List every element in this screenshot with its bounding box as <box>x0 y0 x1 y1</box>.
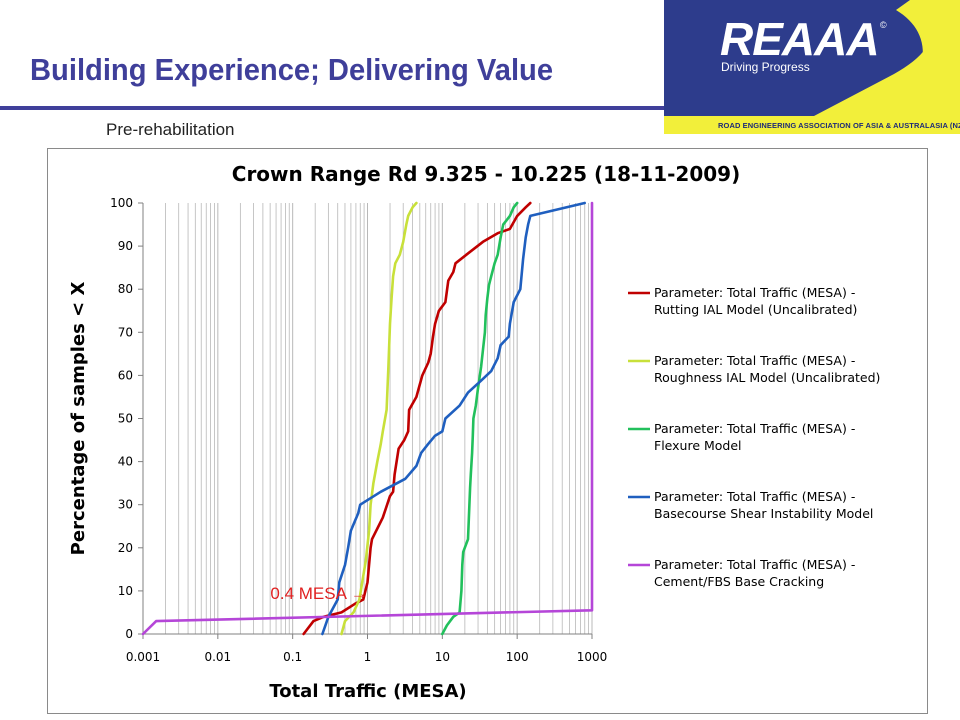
logo-registered-mark: © <box>880 20 887 30</box>
series-line-4 <box>321 201 587 636</box>
logo-association-name: ROAD ENGINEERING ASSOCIATION OF ASIA & A… <box>718 121 960 130</box>
page-title: Building Experience; Delivering Value <box>30 52 554 87</box>
series-line-2 <box>340 201 418 636</box>
y-tick-label: 0 <box>125 627 133 641</box>
y-axis-label: Percentage of samples < X <box>68 282 89 556</box>
y-tick-label: 10 <box>118 584 133 598</box>
chart: 0 10 20 30 40 50 60 70 80 90 100 0.001 0.01 0.1 1 10 100… <box>68 162 880 702</box>
logo-wordmark: REAAA <box>720 13 880 65</box>
legend-label-1: Parameter: Total Traffic (MESA) -Rutting… <box>654 285 857 317</box>
y-tick-label: 60 <box>118 368 133 382</box>
x-tick-label: 1 <box>364 650 372 664</box>
y-tick-label: 30 <box>118 498 133 512</box>
logo-emblem-icon <box>814 0 960 116</box>
y-tick-label: 80 <box>118 282 133 296</box>
x-tick-label: 100 <box>506 650 529 664</box>
legend-label-3: Parameter: Total Traffic (MESA) -Flexure… <box>654 421 855 453</box>
page-subtitle: Pre-rehabilitation <box>106 120 235 139</box>
legend-label-4: Parameter: Total Traffic (MESA) -Basecou… <box>654 489 873 521</box>
annotation-label: 0.4 MESA → <box>270 584 367 603</box>
x-tick-label: 1000 <box>577 650 608 664</box>
x-tick-label: 0.01 <box>204 650 231 664</box>
chart-title: Crown Range Rd 9.325 - 10.225 (18-11-200… <box>232 162 740 186</box>
legend-label-5: Parameter: Total Traffic (MESA) -Cement/… <box>654 557 855 589</box>
x-tick-label: 0.1 <box>283 650 302 664</box>
logo-stripe <box>664 116 960 134</box>
y-tick-label: 100 <box>110 196 133 210</box>
series-line-5 <box>141 201 594 636</box>
x-axis-label: Total Traffic (MESA) <box>269 681 466 702</box>
y-tick-label: 90 <box>118 239 133 253</box>
title-underline <box>0 106 665 110</box>
reaaa-logo: REAAA © Driving Progress ROAD ENGINEERIN… <box>664 0 960 134</box>
annotation-arrow-icon: → <box>351 584 368 603</box>
y-tick-label: 40 <box>118 455 133 469</box>
chart-frame: 0 10 20 30 40 50 60 70 80 90 100 0.001 0.01 0.1 1 10 100… <box>47 148 928 714</box>
y-tick-label: 70 <box>118 325 133 339</box>
legend-label-2: Parameter: Total Traffic (MESA) -Roughne… <box>654 353 880 385</box>
logo-tagline: Driving Progress <box>721 60 810 74</box>
y-tick-label: 50 <box>118 412 133 426</box>
annotation-text: 0.4 MESA <box>270 584 350 603</box>
series-line-1 <box>302 201 532 636</box>
series-line-3 <box>440 201 519 636</box>
x-tick-label: 10 <box>435 650 450 664</box>
y-tick-label: 20 <box>118 541 133 555</box>
x-tick-label: 0.001 <box>126 650 160 664</box>
